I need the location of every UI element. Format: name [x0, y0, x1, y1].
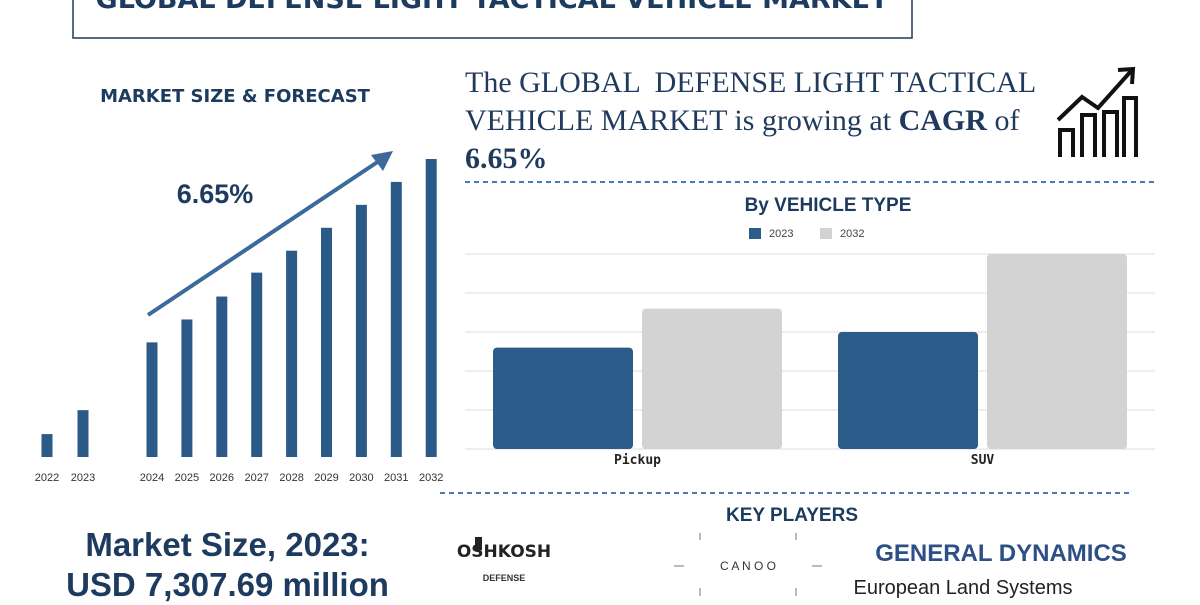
growth-icon [1056, 66, 1138, 157]
x-tick-label: 2024 [140, 472, 164, 484]
x-tick-label: 2023 [71, 472, 95, 484]
bar [77, 410, 89, 457]
logo-text: European Land Systems [853, 577, 1072, 599]
legend-swatch [749, 228, 761, 239]
logo-text: GENERAL DYNAMICS [875, 540, 1127, 567]
cagr-annotation: 6.65% [177, 179, 254, 209]
x-tick-label: 2025 [175, 472, 199, 484]
bar [425, 158, 437, 457]
logo-mark [475, 537, 482, 550]
x-tick-label: 2022 [35, 472, 59, 484]
x-tick-label: Pickup [614, 453, 661, 468]
x-tick-label: 2028 [279, 472, 303, 484]
bar [181, 319, 193, 457]
headline-text: 6.65% [465, 142, 548, 175]
x-tick-label: 2032 [419, 472, 443, 484]
market-size-text: Market Size, 2023: [85, 526, 370, 563]
bar [493, 347, 633, 449]
chart-title: By VEHICLE TYPE [745, 195, 912, 216]
bar [987, 254, 1127, 449]
legend-label: 2023 [769, 228, 793, 240]
growth-arrow [146, 155, 387, 317]
bar [321, 227, 332, 457]
headline-text: CAGR [898, 104, 987, 137]
bar [355, 204, 367, 457]
logo-text: OSHKOSH [457, 542, 551, 562]
title-box [72, 0, 913, 39]
headline-text: The GLOBAL DEFENSE LIGHT TACTICAL [465, 66, 1037, 99]
page-title: GLOBAL DEFENSE LIGHT TACTICAL VEHICLE MA… [96, 0, 889, 15]
chart-title: MARKET SIZE & FORECAST [100, 86, 371, 107]
logo-text: DEFENSE [483, 573, 526, 583]
market-size: Market Size, 2023: USD 7,307.69 million [0, 525, 455, 605]
bar [286, 250, 298, 457]
x-tick-label: SUV [971, 453, 995, 468]
headline-text: of [986, 104, 1020, 137]
x-tick-label: 2030 [349, 472, 373, 484]
bar [41, 434, 53, 457]
logo-decor [674, 533, 822, 596]
x-tick-label: 2026 [210, 472, 234, 484]
legend-swatch [820, 228, 832, 239]
x-tick-label: 2029 [314, 472, 338, 484]
bar [838, 332, 978, 449]
legend-label: 2032 [840, 228, 864, 240]
logo-text: C A N O O [720, 559, 776, 573]
section-title: KEY PLAYERS [726, 505, 858, 526]
bar [146, 342, 158, 457]
x-tick-label: 2027 [244, 472, 268, 484]
arrow-head [371, 151, 393, 171]
bar [216, 296, 228, 457]
bar [642, 308, 782, 449]
headline: The GLOBAL DEFENSE LIGHT TACTICAL VEHICLE… [465, 64, 1036, 178]
bar [251, 272, 263, 457]
headline-text: VEHICLE MARKET is growing at [465, 104, 899, 137]
x-tick-label: 2031 [384, 472, 408, 484]
market-size-text: USD 7,307.69 million [66, 566, 389, 603]
bar [390, 181, 402, 458]
